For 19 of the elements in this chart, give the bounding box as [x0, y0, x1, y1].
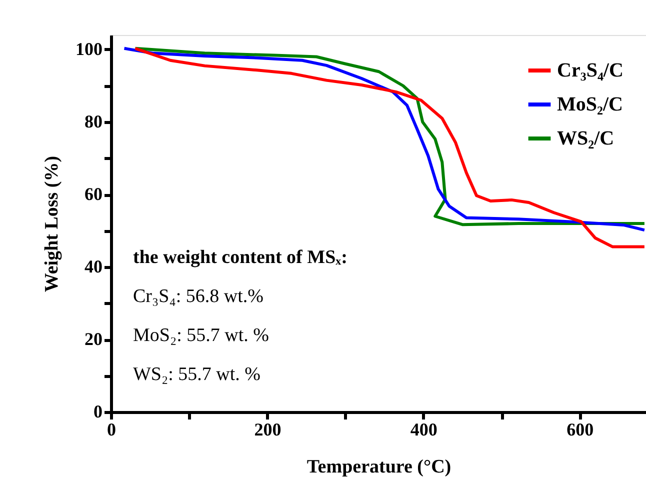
y-tick-label: 80 — [84, 112, 102, 132]
y-tick-label: 0 — [94, 402, 102, 422]
annotation: the weight content of MSₓ: — [133, 247, 348, 268]
annotation: MoS₂: 55.7 wt. % — [133, 325, 270, 346]
y-tick-label: 20 — [84, 329, 102, 349]
y-tick-label: 40 — [84, 256, 102, 276]
y-axis-title: Weight Loss (%) — [42, 156, 62, 292]
x-tick-label: 600 — [566, 420, 594, 440]
legend-label: WS₂/C — [557, 128, 614, 150]
x-tick-label: 0 — [107, 420, 116, 440]
y-tick-label: 100 — [76, 39, 102, 59]
y-tick-label: 60 — [84, 184, 102, 204]
x-axis-title: Temperature (°C) — [306, 456, 452, 478]
annotation: WS₂: 55.7 wt. % — [133, 364, 261, 385]
x-tick-label: 400 — [410, 420, 438, 440]
annotation: Cr₃S₄: 56.8 wt.% — [133, 286, 264, 307]
legend-label: Cr₃S₄/C — [557, 60, 624, 82]
legend-label: MoS₂/C — [557, 94, 623, 116]
x-tick-label: 200 — [254, 420, 282, 440]
